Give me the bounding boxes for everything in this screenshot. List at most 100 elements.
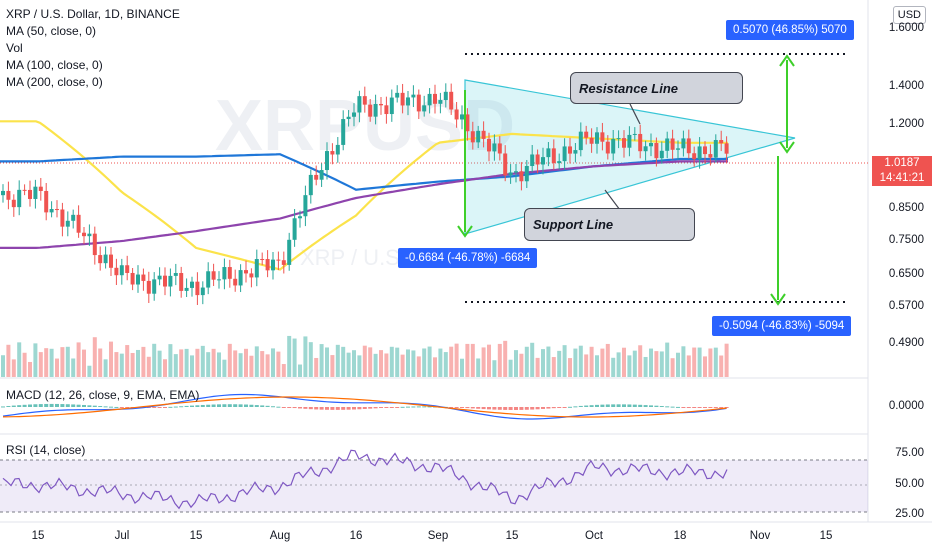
macd-bar xyxy=(244,404,248,407)
macd-bar xyxy=(249,404,254,407)
macd-bar xyxy=(427,406,432,408)
candle-body xyxy=(703,146,707,155)
macd-bar xyxy=(276,406,281,408)
macd-bar xyxy=(292,407,297,409)
macd-bar xyxy=(713,407,718,408)
macd-bar xyxy=(379,407,383,409)
rsi-label[interactable]: RSI (14, close) xyxy=(6,443,86,457)
resistance-callout[interactable]: Resistance Line xyxy=(570,72,743,104)
macd-bar xyxy=(557,407,562,408)
macd-bar xyxy=(335,407,340,410)
volume-bar xyxy=(146,356,151,377)
macd-bar xyxy=(649,405,653,407)
candle-body xyxy=(546,148,551,158)
time-axis-label: 15 xyxy=(31,530,45,542)
candle-body xyxy=(238,270,243,286)
candle-body xyxy=(465,114,470,132)
volume-bar xyxy=(206,352,211,377)
candle-body xyxy=(28,189,32,199)
candle-body xyxy=(33,186,38,199)
volume-bar xyxy=(87,365,92,377)
candle-body xyxy=(665,138,670,151)
macd-bar xyxy=(578,405,583,407)
volume-bar xyxy=(427,346,432,377)
macd-bar xyxy=(519,407,524,410)
macd-bar xyxy=(22,404,27,407)
volume-bar xyxy=(281,364,286,377)
volume-bar xyxy=(152,343,157,377)
macd-bar xyxy=(616,404,621,407)
volume-bar xyxy=(373,353,378,377)
macd-bar xyxy=(65,404,70,407)
macd-label[interactable]: MACD (12, 26, close, 9, EMA, EMA) xyxy=(6,388,200,402)
volume-bar xyxy=(287,335,292,377)
volume-bar xyxy=(476,358,481,377)
macd-bar xyxy=(211,404,216,407)
volume-bar xyxy=(98,348,103,377)
drop-measure-tag[interactable]: -0.6684 (-46.78%) -6684 xyxy=(398,248,538,268)
candle-body xyxy=(87,233,92,237)
volume-bar xyxy=(357,355,362,377)
candle-body xyxy=(632,133,637,135)
macd-bar xyxy=(330,407,335,410)
volume-bar xyxy=(92,337,97,377)
volume-bar xyxy=(130,352,135,377)
downside-target-tag[interactable]: -0.5094 (-46.83%) -5094 xyxy=(712,316,852,336)
volume-bar xyxy=(681,346,686,377)
macd-bar xyxy=(384,407,389,408)
volume-bar xyxy=(524,346,529,377)
macd-bar xyxy=(460,407,464,408)
candle-body xyxy=(276,259,281,261)
macd-bar xyxy=(222,404,227,407)
volume-bar xyxy=(551,357,556,377)
volume-bar xyxy=(557,350,562,377)
volume-bar xyxy=(605,343,610,377)
time-axis-label: Sep xyxy=(427,530,449,542)
volume-bar xyxy=(168,344,173,377)
candle-body xyxy=(611,138,616,154)
volume-bar xyxy=(308,342,313,377)
macd-bar xyxy=(654,405,659,407)
indicator-ma100[interactable]: MA (100, close, 0) xyxy=(6,58,103,72)
candle-body xyxy=(541,157,545,165)
candle-body xyxy=(400,92,405,106)
upside-target-tag[interactable]: 0.5070 (46.85%) 5070 xyxy=(726,20,854,40)
candle-body xyxy=(271,259,275,271)
rsi-line xyxy=(2,449,728,510)
volume-bar xyxy=(708,348,713,377)
candle-body xyxy=(530,154,535,167)
macd-bar xyxy=(341,407,346,410)
macd-bar xyxy=(595,404,599,407)
candle-body xyxy=(497,143,502,154)
macd-bar xyxy=(600,404,605,407)
indicator-ma200[interactable]: MA (200, close, 0) xyxy=(6,75,103,89)
currency-button[interactable]: USD xyxy=(892,6,926,24)
macd-bar xyxy=(157,407,162,408)
price-axis-label: 0.6500 xyxy=(888,268,924,280)
macd-bar xyxy=(352,407,356,410)
volume-bar xyxy=(222,359,227,377)
macd-bar xyxy=(17,405,22,407)
symbol-title[interactable]: XRP / U.S. Dollar, 1D, BINANCE xyxy=(6,7,180,21)
macd-bar xyxy=(719,407,724,408)
candle-body xyxy=(314,174,319,180)
indicator-volume[interactable]: Vol xyxy=(6,41,23,55)
candle-body xyxy=(659,150,664,159)
macd-bar xyxy=(449,407,454,408)
candlesticks xyxy=(1,83,729,305)
macd-bar xyxy=(568,406,572,408)
indicator-ma50[interactable]: MA (50, close, 0) xyxy=(6,24,97,38)
price-axis-label: 0.4900 xyxy=(888,337,924,349)
candle-body xyxy=(319,170,324,180)
volume-bar xyxy=(17,342,22,377)
macd-bar xyxy=(98,406,103,408)
volume-bar xyxy=(200,345,205,377)
price-axis-label: 1.2000 xyxy=(888,118,924,130)
volume-bar xyxy=(632,350,637,377)
volume-bar xyxy=(227,343,232,377)
macd-bar xyxy=(33,404,38,407)
support-callout[interactable]: Support Line xyxy=(524,208,695,241)
macd-bar xyxy=(622,404,626,407)
volume-bar xyxy=(292,338,297,377)
